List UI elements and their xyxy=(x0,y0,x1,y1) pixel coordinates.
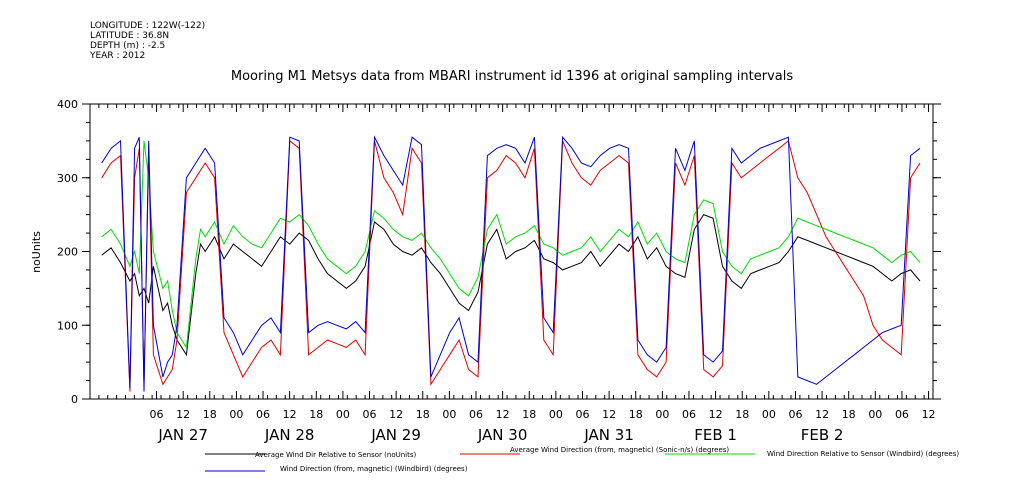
y-tick-label: 300 xyxy=(57,172,78,185)
y-tick-label: 100 xyxy=(57,319,78,332)
x-tick-label: 18 xyxy=(522,408,536,421)
y-axis: 0 100 200 300 400 xyxy=(57,98,941,406)
x-tick-label: 12 xyxy=(389,408,403,421)
y-tick-label: 200 xyxy=(57,246,78,259)
latitude-text: LATITUDE : 36.8N xyxy=(90,31,170,41)
x-tick-label: 06 xyxy=(788,408,802,421)
y-axis-label: noUnits xyxy=(30,231,43,273)
x-tick-label: 12 xyxy=(922,408,936,421)
x-tick-label: 06 xyxy=(150,408,164,421)
day-label: JAN 27 xyxy=(157,426,208,444)
x-tick-label: 00 xyxy=(229,408,243,421)
day-label: FEB 2 xyxy=(801,426,844,444)
series-line-2 xyxy=(101,139,921,392)
longitude-text: LONGITUDE : 122W(-122) xyxy=(90,21,206,31)
day-label: JAN 28 xyxy=(264,426,315,444)
legend: Average Wind Dir Relative to Sensor (noU… xyxy=(205,446,959,473)
x-axis: 06 12 18 00 06 12 18 00 06 12 18 00 06 12 18 00 06 12 18 00… xyxy=(89,104,936,444)
x-tick-label: 06 xyxy=(256,408,270,421)
x-tick-label: 00 xyxy=(336,408,350,421)
x-tick-label: 00 xyxy=(442,408,456,421)
x-tick-label: 06 xyxy=(469,408,483,421)
x-tick-label: 00 xyxy=(655,408,669,421)
year-text: YEAR : 2012 xyxy=(90,51,146,61)
plot-frame xyxy=(89,103,934,400)
x-tick-label: 12 xyxy=(283,408,297,421)
x-tick-label: 18 xyxy=(735,408,749,421)
x-tick-label: 12 xyxy=(496,408,510,421)
x-tick-label: 06 xyxy=(575,408,589,421)
x-tick-label: 12 xyxy=(602,408,616,421)
x-tick-label: 12 xyxy=(709,408,723,421)
series-line-4 xyxy=(101,135,921,392)
x-tick-label: 00 xyxy=(762,408,776,421)
day-label: JAN 29 xyxy=(370,426,421,444)
x-tick-label: 18 xyxy=(309,408,323,421)
day-label: FEB 1 xyxy=(694,426,737,444)
day-label: JAN 30 xyxy=(477,426,528,444)
day-label: JAN 31 xyxy=(583,426,634,444)
x-tick-label: 18 xyxy=(203,408,217,421)
legend-label: Wind Direction (from, magnetic) (Windbir… xyxy=(280,465,468,473)
chart-title: Mooring M1 Metsys data from MBARI instru… xyxy=(231,69,793,84)
series-group xyxy=(101,135,921,392)
legend-label: Average Wind Dir Relative to Sensor (noU… xyxy=(255,451,416,459)
x-tick-label: 06 xyxy=(363,408,377,421)
x-tick-label: 12 xyxy=(176,408,190,421)
x-tick-label: 18 xyxy=(842,408,856,421)
x-tick-label: 00 xyxy=(868,408,882,421)
y-tick-label: 0 xyxy=(71,393,78,406)
legend-label: Wind Direction Relative to Sensor (Windb… xyxy=(767,450,959,458)
metadata-block: LONGITUDE : 122W(-122) LATITUDE : 36.8N … xyxy=(90,21,205,61)
series-line-3 xyxy=(101,140,921,349)
series-line-1 xyxy=(101,213,921,357)
y-tick-label: 400 xyxy=(57,98,78,111)
x-tick-label: 06 xyxy=(895,408,909,421)
depth-text: DEPTH (m) : -2.5 xyxy=(90,41,166,51)
x-tick-label: 06 xyxy=(682,408,696,421)
x-tick-label: 12 xyxy=(815,408,829,421)
x-tick-label: 18 xyxy=(416,408,430,421)
x-tick-label: 00 xyxy=(549,408,563,421)
x-tick-label: 18 xyxy=(629,408,643,421)
legend-label: Average Wind Direction (from, magnetic) … xyxy=(510,446,729,454)
